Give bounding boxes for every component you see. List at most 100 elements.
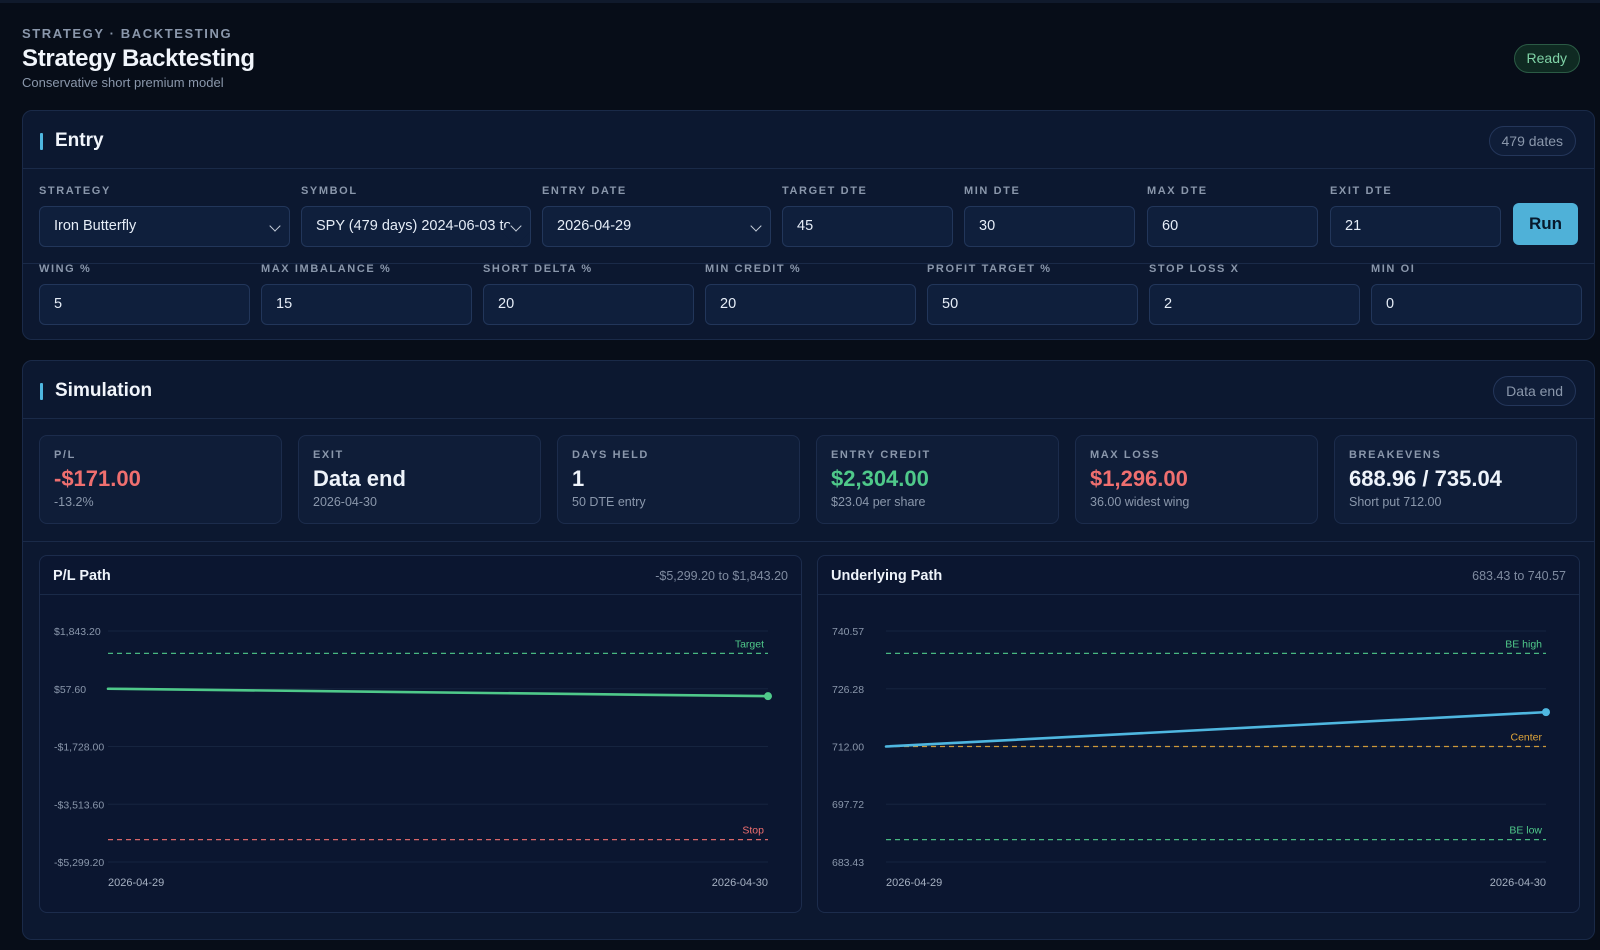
symbol-field: SYMBOL SPY (479 days) 2024-06-03 to (301, 185, 531, 247)
wing-pct-input[interactable]: 5 (39, 284, 250, 325)
top-border (0, 0, 1600, 3)
y-tick-label: 697.72 (832, 799, 864, 811)
profit-target-input[interactable]: 50 (927, 284, 1138, 325)
max-imbalance-label: MAX IMBALANCE % (261, 263, 392, 275)
entry-date-select[interactable]: 2026-04-29 (542, 206, 771, 247)
panel-accent-bar (40, 133, 43, 150)
pl-path-chart: $1,843.20 $57.60 -$1,728.00 -$3,513.60 -$5,2… (54, 626, 772, 889)
y-tick-label: -$5,299.20 (54, 857, 104, 869)
stat-value: -$171.00 (54, 466, 141, 491)
underlying-path-chart-card: Underlying Path 683.43 to 740.57 740.57 7… (817, 555, 1580, 913)
entry-panel-header: Entry 479 dates (23, 111, 1594, 169)
entry-panel: Entry 479 dates STRATEGY Iron Butterfly … (22, 110, 1595, 340)
min-oi-input[interactable]: 0 (1371, 284, 1582, 325)
target-dte-input[interactable]: 45 (782, 206, 953, 247)
max-dte-field: MAX DTE 60 (1147, 185, 1318, 247)
min-dte-input[interactable]: 30 (964, 206, 1135, 247)
stat-value: 688.96 / 735.04 (1349, 466, 1502, 491)
breadcrumb: STRATEGY · BACKTESTING (22, 26, 233, 41)
stat-card-pl: P/L -$171.00 -13.2% (39, 435, 282, 524)
chart-header: P/L Path -$5,299.20 to $1,843.20 (40, 556, 801, 595)
reference-line-label: Target (735, 638, 764, 650)
stat-label: EXIT (313, 449, 344, 461)
y-tick-label: 683.43 (832, 857, 864, 869)
chart-header: Underlying Path 683.43 to 740.57 (818, 556, 1579, 595)
y-tick-label: -$1,728.00 (54, 742, 104, 754)
stat-value: 1 (572, 466, 585, 491)
stop-loss-label: STOP LOSS X (1149, 263, 1240, 275)
entry-date-field: ENTRY DATE 2026-04-29 (542, 185, 771, 247)
stat-label: P/L (54, 449, 76, 461)
max-dte-input[interactable]: 60 (1147, 206, 1318, 247)
wing-pct-label: WING % (39, 263, 92, 275)
target-dte-label: TARGET DTE (782, 185, 868, 197)
exit-reason-badge: Data end (1493, 376, 1576, 406)
min-dte-label: MIN DTE (964, 185, 1021, 197)
y-tick-label: $1,843.20 (54, 626, 101, 638)
reference-line-label: BE high (1505, 638, 1542, 650)
stat-subtext: -13.2% (54, 495, 94, 509)
row-divider (23, 263, 1594, 264)
series-end-point (1542, 708, 1550, 717)
x-tick-label: 2026-04-30 (712, 877, 768, 889)
y-tick-label: $57.60 (54, 684, 86, 696)
x-tick-label: 2026-04-30 (1490, 877, 1546, 889)
x-tick-label: 2026-04-29 (886, 877, 942, 889)
page-title: Strategy Backtesting (22, 45, 255, 72)
series-end-point (764, 692, 772, 701)
run-button[interactable]: Run (1513, 203, 1578, 245)
strategy-value: Iron Butterfly (54, 218, 137, 234)
stat-label: ENTRY CREDIT (831, 449, 931, 461)
status-badge: Ready (1513, 44, 1580, 73)
stat-subtext: 36.00 widest wing (1090, 495, 1190, 509)
stat-value: $1,296.00 (1090, 466, 1188, 491)
max-imbalance-field: MAX IMBALANCE % 15 (261, 263, 472, 325)
short-delta-field: SHORT DELTA % 20 (483, 263, 694, 325)
strategy-label: STRATEGY (39, 185, 111, 197)
stat-card-exit: EXIT Data end 2026-04-30 (298, 435, 541, 524)
stat-card-entry-credit: ENTRY CREDIT $2,304.00 $23.04 per share (816, 435, 1059, 524)
short-delta-input[interactable]: 20 (483, 284, 694, 325)
strategy-select[interactable]: Iron Butterfly (39, 206, 290, 247)
short-delta-label: SHORT DELTA % (483, 263, 593, 275)
min-oi-label: MIN OI (1371, 263, 1416, 275)
entry-date-label: ENTRY DATE (542, 185, 627, 197)
profit-target-field: PROFIT TARGET % 50 (927, 263, 1138, 325)
wing-pct-field: WING % 5 (39, 263, 250, 325)
stat-card-days-held: DAYS HELD 1 50 DTE entry (557, 435, 800, 524)
reference-line-label: BE low (1509, 825, 1542, 837)
y-tick-label: -$3,513.60 (54, 799, 104, 811)
min-credit-input[interactable]: 20 (705, 284, 916, 325)
pl-path-chart-card: P/L Path -$5,299.20 to $1,843.20 $1,843.… (39, 555, 802, 913)
row-divider (23, 541, 1594, 542)
y-tick-label: 740.57 (832, 626, 864, 638)
page-header: STRATEGY · BACKTESTING Strategy Backtest… (22, 26, 1580, 96)
min-credit-field: MIN CREDIT % 20 (705, 263, 916, 325)
exit-dte-field: EXIT DTE 21 (1330, 185, 1501, 247)
series-line (106, 687, 770, 698)
stat-label: BREAKEVENS (1349, 449, 1442, 461)
stat-subtext: $23.04 per share (831, 495, 926, 509)
min-oi-field: MIN OI 0 (1371, 263, 1582, 325)
symbol-label: SYMBOL (301, 185, 358, 197)
stop-loss-input[interactable]: 2 (1149, 284, 1360, 325)
simulation-panel: Simulation Data end P/L -$171.00 -13.2% … (22, 360, 1595, 940)
chevron-down-icon (510, 220, 522, 232)
max-imbalance-input[interactable]: 15 (261, 284, 472, 325)
profit-target-label: PROFIT TARGET % (927, 263, 1052, 275)
entry-panel-title: Entry (55, 130, 104, 151)
entry-date-value: 2026-04-29 (557, 218, 632, 234)
symbol-select[interactable]: SPY (479 days) 2024-06-03 to (301, 206, 531, 247)
simulation-panel-header: Simulation Data end (23, 361, 1594, 419)
chart-title: Underlying Path (831, 568, 943, 584)
chevron-down-icon (750, 220, 762, 232)
series-line (884, 710, 1548, 748)
stat-value: $2,304.00 (831, 466, 929, 491)
dates-count-badge: 479 dates (1488, 126, 1576, 156)
stat-subtext: Short put 712.00 (1349, 495, 1442, 509)
stat-card-max-loss: MAX LOSS $1,296.00 36.00 widest wing (1075, 435, 1318, 524)
strategy-field: STRATEGY Iron Butterfly (39, 185, 290, 247)
exit-dte-input[interactable]: 21 (1330, 206, 1501, 247)
min-credit-label: MIN CREDIT % (705, 263, 802, 275)
exit-dte-label: EXIT DTE (1330, 185, 1393, 197)
